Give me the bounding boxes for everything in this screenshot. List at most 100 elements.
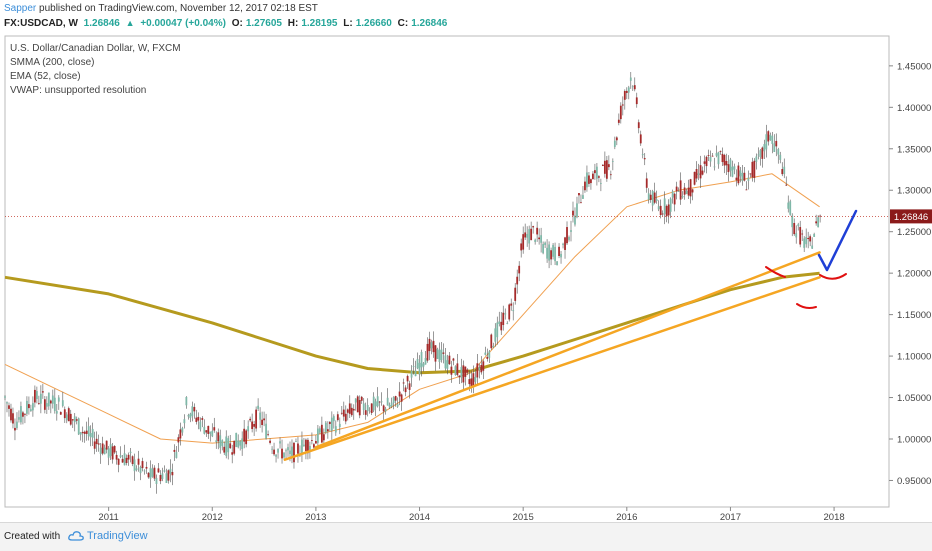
candle-body	[580, 202, 582, 204]
projection-arrow[interactable]	[817, 209, 858, 272]
candle-body	[219, 435, 222, 448]
candle-body	[707, 155, 710, 156]
candle-body	[161, 473, 164, 479]
candle-body	[799, 227, 802, 245]
author-link[interactable]: Sapper	[4, 3, 37, 14]
candle-body	[639, 134, 642, 144]
candle-body	[263, 418, 265, 421]
candle-body	[625, 90, 628, 93]
candle-body	[518, 265, 521, 274]
candle-body	[309, 445, 311, 450]
candle-body	[111, 446, 114, 460]
candle-body	[253, 424, 256, 427]
candle-body	[787, 202, 790, 209]
candle-body	[607, 164, 610, 168]
candle-body	[189, 413, 192, 419]
head-mark[interactable]	[796, 303, 817, 309]
legend-title: U.S. Dollar/Canadian Dollar, W, FXCM	[10, 43, 181, 54]
candle-body	[596, 166, 598, 179]
candle-body	[113, 445, 116, 453]
candle-body	[458, 375, 461, 378]
candle-body	[301, 439, 303, 455]
candle-body	[731, 166, 734, 177]
candle-body	[398, 391, 401, 397]
candle-body	[348, 403, 351, 414]
candle-body	[408, 383, 411, 390]
legend-smma[interactable]: SMMA (200, close)	[10, 57, 95, 68]
candle-body	[225, 436, 228, 456]
candle-body	[69, 413, 72, 425]
candle-body	[400, 394, 403, 402]
candle-body	[739, 170, 742, 177]
candle-body	[95, 438, 98, 445]
candle-body	[785, 184, 788, 186]
candle-body	[450, 366, 453, 375]
candle-body	[412, 366, 415, 368]
x-tick-label: 2014	[409, 512, 430, 522]
candle-body	[311, 440, 313, 441]
candle-body	[532, 226, 535, 228]
candle-body	[109, 444, 112, 457]
candle-body	[73, 416, 76, 423]
candle-body	[366, 404, 369, 411]
candle-body	[386, 397, 389, 406]
candle-body	[416, 359, 419, 369]
candle-body	[737, 165, 740, 184]
candle-body	[446, 360, 449, 369]
candle-body	[647, 193, 650, 200]
candle-body	[87, 426, 90, 437]
candle-body	[763, 144, 766, 152]
tradingview-logo[interactable]: TradingView	[68, 530, 148, 542]
left-shoulder-mark[interactable]	[765, 266, 786, 278]
chart-area[interactable]: 1.45000 1.40000 1.35000 1.30000 1.25000 1.200…	[0, 34, 932, 522]
x-tick-label: 2015	[513, 512, 534, 522]
candle-body	[705, 156, 708, 167]
candle-body	[33, 389, 36, 403]
candle-body	[275, 454, 277, 457]
candle-body	[603, 160, 606, 174]
candle-body	[727, 164, 730, 173]
candle-body	[631, 86, 634, 88]
candle-body	[667, 204, 670, 216]
right-shoulder-mark[interactable]	[819, 273, 847, 280]
candle-body	[209, 431, 212, 434]
legend-vwap[interactable]: VWAP: unsupported resolution	[10, 85, 147, 96]
candle-body	[725, 161, 728, 166]
candle-body	[538, 237, 541, 240]
candle-body	[344, 413, 347, 422]
legend-ema[interactable]: EMA (52, close)	[10, 71, 81, 82]
candle-body	[47, 392, 50, 407]
trendline-2[interactable]	[314, 251, 821, 449]
candle-body	[448, 355, 451, 365]
candle-body	[107, 448, 110, 458]
candle-body	[743, 172, 746, 181]
price-chart[interactable]: 1.45000 1.40000 1.35000 1.30000 1.25000 1.200…	[0, 34, 932, 522]
candle-body	[695, 169, 698, 179]
candle-body	[508, 304, 511, 320]
candle-body	[781, 169, 784, 175]
candle-body	[91, 428, 94, 438]
candle-body	[271, 448, 273, 450]
candle-body	[4, 396, 6, 398]
candle-body	[460, 366, 463, 378]
candle-body	[360, 396, 363, 401]
candle-body	[67, 408, 70, 422]
candle-body	[588, 175, 590, 184]
candle-body	[420, 351, 423, 368]
candle-body	[43, 399, 46, 410]
candle-body	[552, 244, 554, 257]
candle-body	[775, 140, 778, 147]
candle-body	[701, 170, 704, 175]
created-with-text: Created with	[4, 531, 61, 542]
candle-body	[414, 370, 417, 377]
price-change: +0.00047 (+0.04%)	[140, 18, 226, 29]
candle-body	[352, 408, 355, 411]
candle-body	[542, 244, 545, 254]
candle-body	[215, 440, 218, 442]
candle-body	[677, 191, 680, 193]
candle-body	[703, 161, 706, 164]
current-price-box	[890, 209, 932, 224]
candle-body	[8, 405, 10, 409]
candle-body	[173, 449, 176, 452]
trendline-1[interactable]	[283, 276, 821, 461]
